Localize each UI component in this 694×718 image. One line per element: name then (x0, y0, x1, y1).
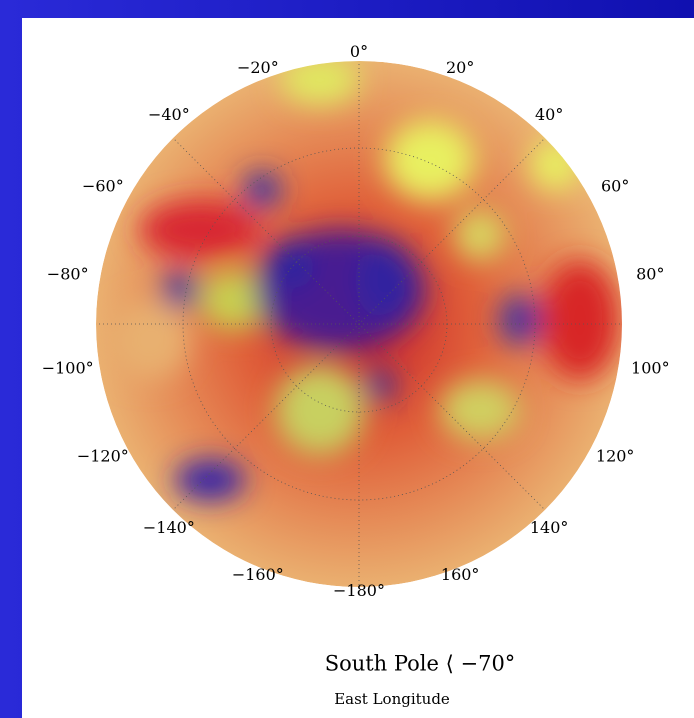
longitude-label: 20° (446, 58, 474, 77)
longitude-label: 160° (441, 565, 480, 584)
longitude-label: 40° (535, 105, 563, 124)
longitude-label: −160° (232, 565, 284, 584)
longitude-label: −100° (42, 358, 94, 377)
longitude-label: −120° (77, 446, 129, 465)
longitude-label: −40° (148, 105, 190, 124)
longitude-label: −140° (143, 518, 195, 537)
longitude-label: 120° (596, 446, 635, 465)
longitude-label: 140° (530, 518, 569, 537)
longitude-label: 80° (636, 265, 664, 284)
longitude-label: −80° (47, 265, 89, 284)
longitude-label: −60° (82, 177, 124, 196)
longitude-label: −20° (237, 58, 279, 77)
longitude-label: 0° (350, 42, 368, 61)
map-title: South Pole ⟨ −70° (325, 652, 516, 676)
page: South Pole ⟨ −70° East Longitude 0° 20° 40… (0, 0, 694, 718)
longitude-label: 100° (631, 358, 670, 377)
longitude-label: −180° (333, 581, 385, 600)
map-subtitle: East Longitude (334, 690, 450, 708)
slide: South Pole ⟨ −70° East Longitude 0° 20° 40… (0, 0, 694, 718)
longitude-label: 60° (601, 177, 629, 196)
